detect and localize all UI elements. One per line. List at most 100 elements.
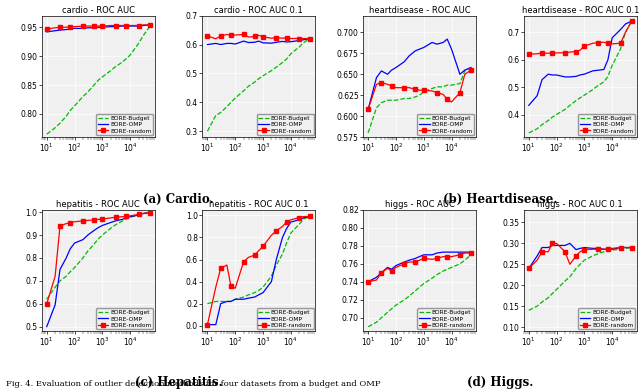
BORE-random — [140, 211, 147, 216]
Line: BORE-OMP: BORE-OMP — [529, 21, 632, 105]
BORE-Budget — [392, 85, 400, 90]
BORE-random — [67, 269, 74, 274]
BORE-random — [126, 215, 134, 220]
BORE-random — [140, 33, 147, 38]
Line: BORE-OMP: BORE-OMP — [368, 39, 471, 109]
Title: cardio - ROC AUC 0.1: cardio - ROC AUC 0.1 — [214, 6, 303, 15]
BORE-random — [283, 241, 291, 245]
BORE-OMP — [604, 247, 612, 252]
BORE-random — [122, 57, 130, 62]
BORE-OMP — [51, 28, 59, 33]
BORE-OMP — [140, 23, 147, 28]
BORE-OMP — [628, 245, 636, 250]
BORE-Budget — [594, 40, 602, 45]
BORE-OMP — [576, 246, 584, 251]
BORE-Budget — [251, 34, 259, 39]
BORE-Budget — [448, 100, 456, 104]
BORE-Budget — [621, 30, 629, 34]
BORE-Budget — [533, 51, 541, 56]
BORE-Budget — [401, 261, 408, 266]
BORE-Budget — [255, 33, 262, 38]
BORE-random — [566, 274, 573, 279]
BORE-random — [576, 262, 584, 267]
BORE-OMP — [43, 29, 51, 34]
BORE-Budget — [461, 72, 468, 76]
BORE-Budget — [600, 247, 608, 252]
BORE-random — [43, 132, 51, 136]
BORE-random — [223, 104, 230, 109]
BORE-random — [227, 299, 235, 304]
BORE-OMP — [255, 292, 262, 297]
Text: (b) Heartdisease.: (b) Heartdisease. — [443, 193, 557, 207]
BORE-OMP — [118, 217, 125, 222]
BORE-OMP — [268, 279, 275, 284]
BORE-random — [62, 274, 70, 279]
BORE-random — [244, 84, 252, 89]
BORE-OMP — [600, 247, 608, 252]
BORE-Budget — [456, 252, 464, 257]
BORE-Budget — [628, 245, 636, 250]
BORE-Budget — [412, 260, 419, 264]
BORE-OMP — [240, 39, 248, 44]
BORE-Budget — [212, 36, 220, 41]
BORE-random — [600, 249, 608, 254]
BORE-OMP — [287, 39, 294, 44]
BORE-random — [134, 41, 142, 46]
BORE-random — [428, 86, 436, 91]
BORE-OMP — [223, 41, 230, 46]
BORE-random — [278, 60, 286, 65]
Line: BORE-random: BORE-random — [47, 27, 150, 134]
BORE-Budget — [259, 244, 267, 249]
BORE-random — [99, 233, 106, 238]
BORE-OMP — [621, 245, 629, 250]
BORE-random — [273, 65, 280, 69]
BORE-Budget — [112, 23, 120, 28]
BORE-random — [415, 93, 423, 98]
BORE-Budget — [232, 286, 239, 290]
BORE-Budget — [621, 245, 629, 250]
BORE-Budget — [415, 88, 423, 93]
BORE-Budget — [244, 255, 252, 260]
BORE-random — [456, 261, 464, 266]
BORE-Budget — [67, 24, 74, 29]
Legend: BORE-Budget, BORE-OMP, BORE-random: BORE-Budget, BORE-OMP, BORE-random — [578, 114, 635, 135]
BORE-OMP — [251, 40, 259, 45]
BORE-OMP — [204, 42, 211, 47]
BORE-random — [232, 297, 239, 301]
BORE-random — [405, 96, 413, 101]
BORE-Budget — [67, 220, 74, 225]
BORE-OMP — [259, 40, 267, 45]
BORE-OMP — [251, 295, 259, 299]
BORE-Budget — [223, 32, 230, 37]
BORE-Budget — [533, 258, 541, 263]
BORE-Budget — [364, 107, 372, 112]
BORE-Budget — [576, 249, 584, 254]
BORE-random — [609, 248, 616, 252]
BORE-Budget — [589, 247, 596, 252]
BORE-OMP — [90, 25, 98, 30]
BORE-Budget — [273, 35, 280, 40]
BORE-OMP — [420, 252, 428, 257]
BORE-random — [572, 98, 580, 103]
BORE-OMP — [545, 245, 552, 250]
BORE-random — [415, 285, 423, 290]
BORE-OMP — [456, 250, 464, 254]
BORE-random — [212, 299, 220, 304]
BORE-random — [594, 251, 602, 256]
BORE-Budget — [300, 214, 308, 219]
BORE-random — [84, 249, 92, 254]
BORE-Budget — [283, 220, 291, 224]
BORE-Budget — [126, 214, 134, 218]
BORE-Budget — [609, 246, 616, 251]
BORE-random — [589, 254, 596, 258]
BORE-OMP — [300, 37, 308, 42]
BORE-OMP — [433, 42, 441, 47]
BORE-OMP — [448, 47, 456, 51]
BORE-Budget — [70, 24, 78, 29]
BORE-Budget — [56, 223, 64, 228]
BORE-random — [392, 303, 400, 307]
BORE-OMP — [255, 39, 262, 44]
BORE-random — [420, 89, 428, 94]
BORE-random — [444, 267, 451, 272]
BORE-random — [251, 290, 259, 295]
